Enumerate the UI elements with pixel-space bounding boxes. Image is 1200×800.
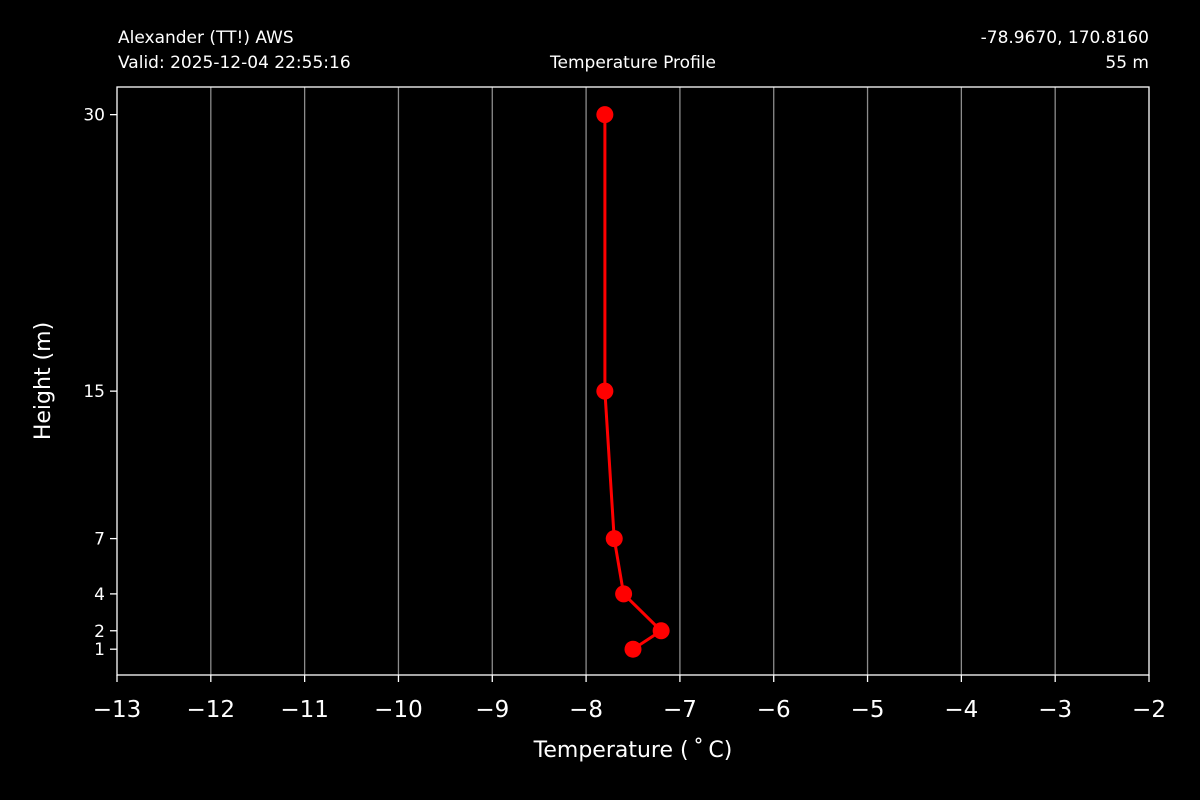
x-tick-label: −6 <box>757 697 791 723</box>
data-point <box>605 530 623 548</box>
data-point <box>615 585 633 603</box>
station-elevation: 55 m <box>1105 53 1149 73</box>
y-tick-label: 7 <box>94 530 105 550</box>
grid-lines <box>210 87 1056 675</box>
x-tick-label: −5 <box>851 697 885 723</box>
x-tick-label: −10 <box>374 697 423 723</box>
data-point <box>596 382 614 400</box>
x-tick-label: −12 <box>187 697 236 723</box>
x-axis-label: Temperature ( ˚ C) <box>533 738 733 763</box>
y-tick-label: 30 <box>83 106 105 126</box>
x-tick-label: −3 <box>1038 697 1072 723</box>
x-tick-label: −13 <box>93 697 142 723</box>
data-series <box>596 106 670 658</box>
station-coordinates: -78.9670, 170.8160 <box>981 28 1149 48</box>
y-axis-label: Height (m) <box>31 322 56 440</box>
y-tick-label: 4 <box>94 585 105 605</box>
chart-title: Temperature Profile <box>549 53 716 73</box>
plot-frame <box>116 86 1150 676</box>
y-tick-label: 2 <box>94 622 105 642</box>
x-tick-label: −4 <box>944 697 978 723</box>
x-tick-label: −7 <box>663 697 697 723</box>
x-tick-label: −9 <box>475 697 509 723</box>
data-point <box>624 640 642 658</box>
data-point <box>652 622 670 640</box>
x-tick-label: −2 <box>1132 697 1166 723</box>
y-tick-label: 1 <box>94 640 105 660</box>
x-tick-label: −11 <box>280 697 329 723</box>
station-name: Alexander (TT!) AWS <box>118 28 294 48</box>
x-tick-label: −8 <box>569 697 603 723</box>
valid-time: Valid: 2025-12-04 22:55:16 <box>118 53 351 73</box>
data-point <box>596 106 614 124</box>
axis-ticks: −13 −12 −11 −10 −9 −8 −7 −6 −5 −4 −3 −2 12 4 7 15 30 <box>83 106 1166 723</box>
y-tick-label: 15 <box>83 382 105 402</box>
